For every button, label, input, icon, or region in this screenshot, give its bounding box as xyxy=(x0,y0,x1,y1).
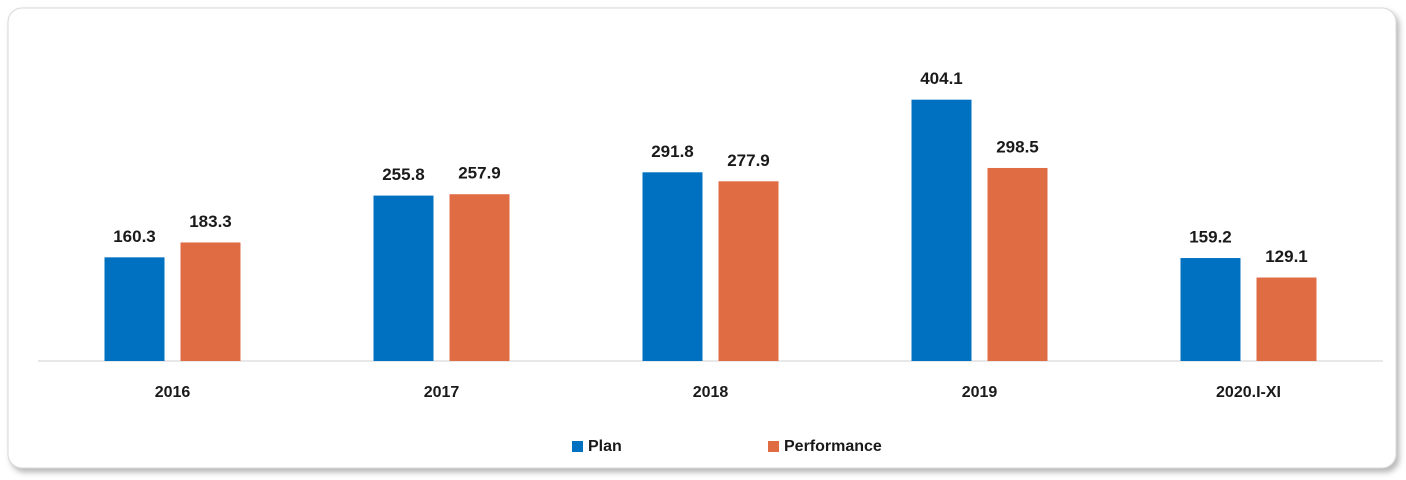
data-label: 129.1 xyxy=(1265,247,1308,266)
x-tick-label: 2016 xyxy=(155,384,191,401)
x-tick-label: 2018 xyxy=(693,384,729,401)
bar xyxy=(1256,277,1317,361)
data-label: 404.1 xyxy=(920,69,963,88)
bar xyxy=(373,195,434,361)
bar xyxy=(911,99,972,361)
legend-swatch xyxy=(768,441,779,452)
x-tick-label: 2019 xyxy=(962,384,998,401)
bar xyxy=(718,181,779,361)
bar xyxy=(1180,258,1241,361)
data-label: 255.8 xyxy=(382,165,425,184)
bar xyxy=(987,167,1048,361)
legend-label: Performance xyxy=(784,438,882,455)
bar xyxy=(449,194,510,361)
data-label: 291.8 xyxy=(651,142,694,161)
legend-swatch xyxy=(572,441,583,452)
bar xyxy=(180,242,241,361)
data-label: 160.3 xyxy=(113,227,156,246)
data-label: 298.5 xyxy=(996,137,1039,156)
data-label: 159.2 xyxy=(1189,228,1232,247)
bar xyxy=(642,172,703,361)
x-tick-label: 2017 xyxy=(424,384,460,401)
legend-label: Plan xyxy=(588,438,622,455)
x-tick-label: 2020.I-XI xyxy=(1216,384,1281,401)
data-label: 257.9 xyxy=(458,164,501,183)
bar xyxy=(104,257,165,361)
data-label: 277.9 xyxy=(727,151,770,170)
data-label: 183.3 xyxy=(189,212,232,231)
